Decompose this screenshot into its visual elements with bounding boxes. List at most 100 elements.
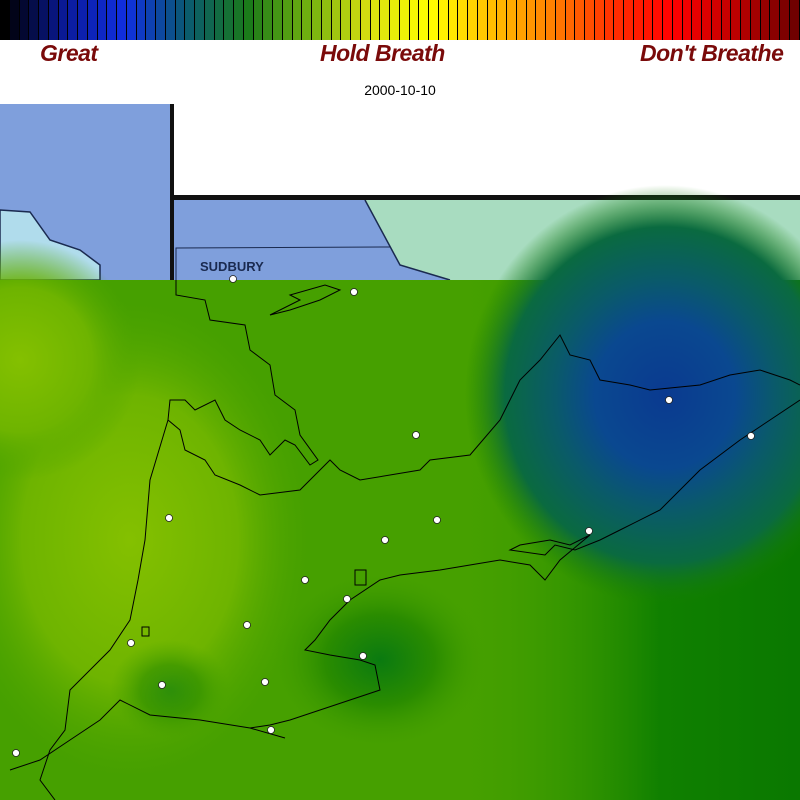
color-scale-segment xyxy=(78,0,88,40)
station-marker xyxy=(12,749,20,757)
color-scale-segment xyxy=(419,0,429,40)
station-marker xyxy=(261,678,269,686)
color-scale-segment xyxy=(370,0,381,40)
color-scale-segment xyxy=(390,0,400,40)
station-marker xyxy=(381,536,389,544)
color-scale-bar xyxy=(0,0,800,40)
station-marker xyxy=(433,516,441,524)
station-marker xyxy=(229,275,237,283)
station-marker xyxy=(301,576,309,584)
color-scale-segment xyxy=(624,0,634,40)
color-scale-segment xyxy=(126,0,137,40)
scale-label-great: Great xyxy=(40,40,98,66)
color-scale-segment xyxy=(663,0,673,40)
color-scale-segment xyxy=(331,0,342,40)
color-scale-segment xyxy=(468,0,478,40)
color-scale-segment xyxy=(585,0,595,40)
color-scale-segment xyxy=(39,0,49,40)
color-scale-segment xyxy=(780,0,790,40)
station-marker xyxy=(127,639,135,647)
station-marker xyxy=(350,288,358,296)
color-scale-segment xyxy=(672,0,683,40)
color-scale-segment xyxy=(477,0,488,40)
color-scale-segment xyxy=(516,0,527,40)
concentration-field xyxy=(0,185,800,800)
color-scale-segment xyxy=(399,0,410,40)
color-scale-segment xyxy=(536,0,546,40)
color-scale-segment xyxy=(107,0,117,40)
city-label-sudbury: SUDBURY xyxy=(200,259,264,274)
color-scale-segment xyxy=(458,0,468,40)
station-marker xyxy=(158,681,166,689)
color-scale-segment xyxy=(546,0,556,40)
station-marker xyxy=(165,514,173,522)
color-scale-segment xyxy=(136,0,147,40)
color-scale-segment xyxy=(224,0,234,40)
color-scale-segment xyxy=(214,0,225,40)
color-scale-segment xyxy=(48,0,59,40)
color-scale-segment xyxy=(575,0,585,40)
color-scale-segment xyxy=(789,0,800,40)
color-scale-segment xyxy=(185,0,195,40)
color-scale-segment xyxy=(770,0,780,40)
station-marker xyxy=(412,431,420,439)
map-date: 2000-10-10 xyxy=(364,82,436,98)
color-scale-segment xyxy=(273,0,283,40)
color-scale-segment xyxy=(711,0,722,40)
color-scale-segment xyxy=(653,0,663,40)
color-scale-segment xyxy=(526,0,537,40)
color-scale-segment xyxy=(243,0,254,40)
color-scale-segment xyxy=(19,0,30,40)
color-scale-segment xyxy=(507,0,517,40)
scale-label-dont-breathe: Don't Breathe xyxy=(640,40,784,66)
color-scale-segment xyxy=(614,0,624,40)
station-marker xyxy=(665,396,673,404)
color-scale-segment xyxy=(750,0,761,40)
color-scale-segment xyxy=(302,0,312,40)
station-marker xyxy=(585,527,593,535)
color-scale-segment xyxy=(68,0,78,40)
station-marker xyxy=(359,652,367,660)
color-scale-segment xyxy=(97,0,108,40)
station-marker xyxy=(243,621,251,629)
color-scale-segment xyxy=(692,0,702,40)
color-scale-segment xyxy=(87,0,98,40)
monitoring-stations xyxy=(12,275,755,757)
color-scale-segment xyxy=(29,0,39,40)
color-scale-segment xyxy=(487,0,498,40)
color-scale-segment xyxy=(360,0,371,40)
color-scale-segment xyxy=(253,0,264,40)
color-scale-segment xyxy=(321,0,332,40)
station-marker xyxy=(267,726,275,734)
color-scale-segment xyxy=(721,0,732,40)
color-scale-segment xyxy=(741,0,751,40)
color-scale-segment xyxy=(146,0,156,40)
color-scale-segment xyxy=(312,0,322,40)
color-scale-segment xyxy=(565,0,576,40)
color-scale-segment xyxy=(292,0,303,40)
color-scale-segment xyxy=(604,0,615,40)
color-scale-segment xyxy=(263,0,273,40)
color-scale-segment xyxy=(58,0,69,40)
color-scale-segment xyxy=(682,0,693,40)
color-scale-segment xyxy=(0,0,10,40)
scale-label-hold-breath: Hold Breath xyxy=(320,40,445,66)
color-scale-segment xyxy=(165,0,176,40)
color-scale-segment xyxy=(429,0,439,40)
color-scale-segment xyxy=(234,0,244,40)
color-scale-segment xyxy=(438,0,449,40)
station-marker xyxy=(343,595,351,603)
color-scale-segment xyxy=(204,0,215,40)
color-scale-segment xyxy=(702,0,712,40)
color-scale-segment xyxy=(156,0,166,40)
color-scale-segment xyxy=(9,0,20,40)
color-scale-segment xyxy=(555,0,566,40)
color-scale-segment xyxy=(448,0,459,40)
color-scale-segment xyxy=(117,0,127,40)
color-scale-segment xyxy=(195,0,205,40)
color-scale-segment xyxy=(731,0,741,40)
color-scale-segment xyxy=(380,0,390,40)
color-scale-segment xyxy=(351,0,361,40)
station-marker xyxy=(747,432,755,440)
